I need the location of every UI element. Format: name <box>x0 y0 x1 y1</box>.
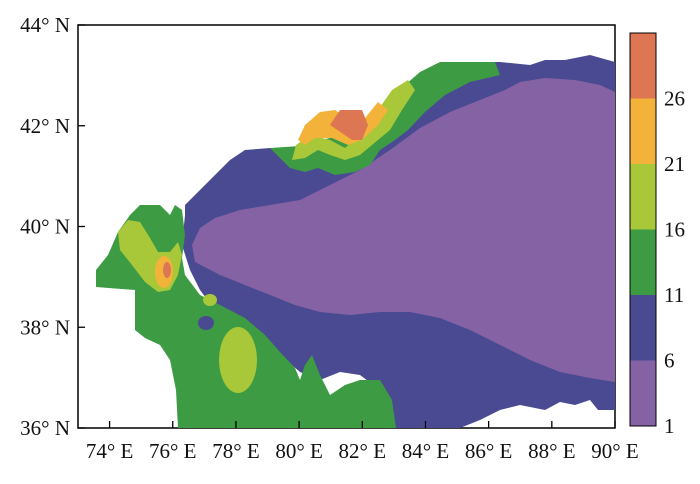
colorbar-frame <box>629 32 657 427</box>
region-1-6 <box>192 78 615 382</box>
colorbar-bin <box>630 229 656 295</box>
y-tick-label: 36° N <box>20 416 70 440</box>
colorbar-label: 1 <box>664 414 675 438</box>
x-tick-label: 78° E <box>212 439 259 463</box>
region-26-plus-west <box>163 262 171 278</box>
colorbar-label: 21 <box>664 152 685 176</box>
plot-area <box>77 24 616 429</box>
y-tick-label: 38° N <box>20 315 70 339</box>
x-tick-label: 84° E <box>402 439 449 463</box>
colorbar-label: 11 <box>664 283 684 307</box>
x-tick-label: 74° E <box>86 439 133 463</box>
region-16-21-north <box>292 80 415 160</box>
colorbar-bin <box>630 360 656 426</box>
colorbar-bin <box>630 98 656 164</box>
y-tick-label: 40° N <box>20 215 70 239</box>
x-tick-label: 82° E <box>339 439 386 463</box>
x-tick-label: 90° E <box>591 439 638 463</box>
colorbar-label: 26 <box>664 87 685 111</box>
region-11-16-hole <box>198 316 214 330</box>
x-tick-label: 80° E <box>275 439 322 463</box>
region-16-21-small <box>203 294 217 306</box>
region-26-plus-north <box>330 110 368 140</box>
colorbar-bin <box>630 164 656 230</box>
colorbar-bin <box>630 295 656 361</box>
x-axis: 74° E 76° E 78° E 80° E 82° E 84° E 86° E 88° E… <box>86 421 639 463</box>
region-16-21-south <box>219 327 257 393</box>
colorbar-bin <box>630 33 656 99</box>
colorbar-label: 16 <box>664 218 685 242</box>
y-tick-label: 44° N <box>20 13 70 37</box>
colorbar-label: 6 <box>664 349 675 373</box>
y-axis: 36° N 38° N 40° N 42° N 44° N <box>20 13 85 440</box>
x-tick-label: 86° E <box>465 439 512 463</box>
x-tick-label: 76° E <box>149 439 196 463</box>
x-tick-label: 88° E <box>528 439 575 463</box>
y-tick-label: 42° N <box>20 114 70 138</box>
